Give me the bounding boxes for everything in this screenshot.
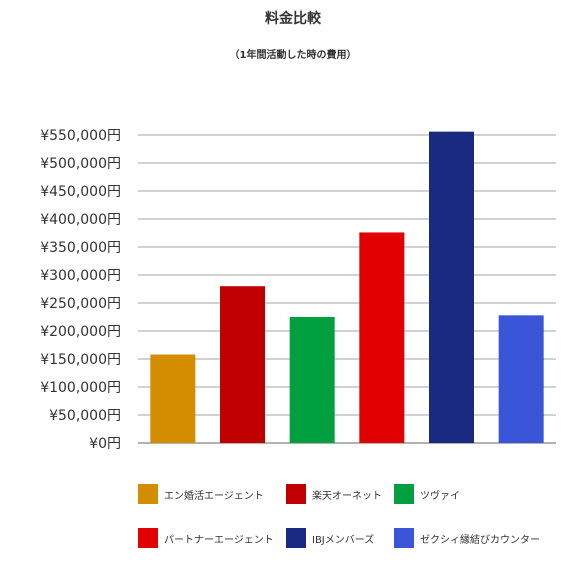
legend-label: IBJメンバーズ	[312, 534, 375, 546]
legend-item-rakuten: 楽天オーネット	[286, 484, 382, 504]
bar	[429, 131, 474, 443]
bar	[498, 315, 544, 443]
y-tick-label: ¥0円	[89, 436, 121, 452]
legend-label: ツヴァイ	[420, 490, 460, 502]
bar	[150, 354, 196, 443]
legend-item-ibj: IBJメンバーズ	[286, 528, 374, 548]
legend-swatch	[394, 484, 414, 504]
y-tick-label: ¥50,000円	[49, 408, 121, 424]
legend-label: エン婚活エージェント	[164, 490, 264, 502]
y-tick-label: ¥150,000円	[40, 352, 121, 368]
y-tick-label: ¥400,000円	[40, 212, 121, 228]
legend-label: パートナーエージェント	[164, 534, 274, 546]
y-tick-label: ¥100,000円	[40, 380, 121, 396]
bar	[220, 286, 265, 443]
y-tick-label: ¥550,000円	[40, 128, 121, 144]
legend-item-zexy: ゼクシィ縁結びカウンター	[394, 528, 540, 548]
y-tick-label: ¥250,000円	[40, 296, 121, 312]
legend-item-en: エン婚活エージェント	[138, 484, 264, 504]
y-tick-label: ¥450,000円	[40, 184, 121, 200]
legend-label: 楽天オーネット	[312, 490, 382, 502]
legend-label: ゼクシィ縁結びカウンター	[420, 534, 540, 546]
legend-swatch	[286, 484, 306, 504]
y-tick-label: ¥350,000円	[40, 240, 121, 256]
legend-swatch	[286, 528, 306, 548]
bar	[359, 232, 405, 443]
legend-item-zwei: ツヴァイ	[394, 484, 460, 504]
y-tick-label: ¥500,000円	[40, 156, 121, 172]
chart-title: 料金比較	[265, 11, 321, 27]
chart-subtitle: （1年間活動した時の費用）	[229, 50, 357, 61]
legend-swatch	[138, 528, 158, 548]
y-tick-label: ¥200,000円	[40, 324, 121, 340]
legend-swatch	[138, 484, 158, 504]
legend-item-partner: パートナーエージェント	[138, 528, 274, 548]
legend-swatch	[394, 528, 414, 548]
bar	[289, 317, 335, 443]
bar-chart: ¥0円 ¥50,000円 ¥100,000円 ¥150,000円 ¥200,000円 ¥2…	[40, 128, 556, 452]
y-tick-label: ¥300,000円	[40, 268, 121, 284]
